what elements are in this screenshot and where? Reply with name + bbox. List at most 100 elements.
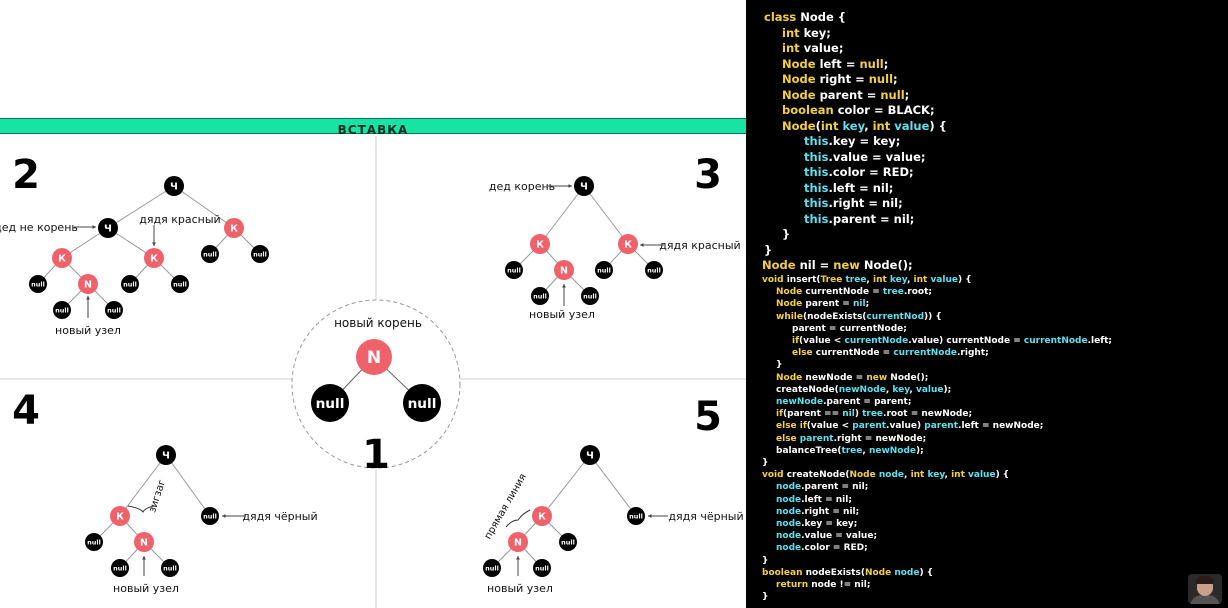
- panel2-arrow-uncle-head: [152, 242, 156, 246]
- code-line-class: this.key = key;: [804, 134, 900, 148]
- code-token: newNode =: [805, 372, 867, 383]
- code-token: node: [776, 494, 802, 505]
- code-token: Node: [800, 10, 834, 24]
- panel2-number: 2: [12, 152, 40, 198]
- code-token: .left = newNode;: [958, 421, 1044, 432]
- code-line-class: this.right = nil;: [804, 196, 903, 210]
- panel3-arrow-grandpa-head: [568, 184, 572, 188]
- code-token: .value): [886, 421, 925, 432]
- code-token: void: [762, 275, 787, 285]
- panel1-node-null-label: null: [408, 396, 437, 412]
- code-token: Node: [864, 567, 895, 578]
- code-panel: class Node {int key; int value; Node left …: [746, 0, 1228, 608]
- panel5-number: 5: [694, 394, 722, 440]
- code-line-class: boolean color = BLACK;: [782, 103, 935, 117]
- code-token: if: [776, 409, 784, 420]
- code-token: }: [764, 242, 773, 257]
- code-token: newNode: [868, 445, 917, 456]
- panel2-node-grandpa-label: Ч: [104, 223, 112, 234]
- code-token: .color = RED;: [801, 543, 868, 554]
- panel4-node-new-label: N: [140, 537, 148, 548]
- code-token: .key = key;: [801, 519, 858, 529]
- panel4-node-null: [85, 533, 103, 551]
- panel5-arrow-uncle-head: [648, 514, 652, 518]
- code-token: =: [862, 87, 881, 102]
- panel2-node-null: [29, 275, 47, 293]
- panel4-node-null: [161, 559, 179, 577]
- code-token: currentNode: [844, 336, 909, 346]
- code-token: currentNode =: [805, 287, 883, 298]
- code-token: Node: [782, 56, 820, 71]
- panel4-label-new: новый узел: [113, 582, 179, 595]
- panel2-node-null: [105, 301, 123, 319]
- code-token: {: [833, 10, 846, 24]
- code-line-method: node.key = key;: [776, 519, 857, 529]
- code-token: );: [916, 445, 924, 456]
- panel2-node-null-label: null: [31, 280, 45, 288]
- code-token: this: [804, 149, 829, 164]
- code-token: currentNode: [1023, 336, 1088, 346]
- code-token: value: [915, 384, 944, 395]
- code-token: .color = RED;: [828, 165, 914, 179]
- panel2-label-grandpa: дед не корень: [0, 221, 78, 234]
- code-token: parent = currentNode;: [792, 323, 907, 334]
- code-token: ) {: [929, 118, 947, 133]
- code-token: else if: [776, 421, 807, 432]
- panel2-node-red: [52, 248, 72, 268]
- code-token: boolean: [782, 103, 838, 117]
- code-token: .root = newNode;: [883, 409, 973, 420]
- code-line-method: Node currentNode = tree.root;: [776, 287, 932, 297]
- code-line-class: this.value = value;: [804, 150, 925, 164]
- code-line-class: Node nil = new Node();: [762, 258, 913, 272]
- code-token: Tree: [820, 275, 846, 285]
- panel1-number: 1: [362, 432, 390, 478]
- code-token: .root;: [903, 287, 932, 298]
- code-line-method: Node parent = nil;: [776, 299, 869, 309]
- panel2-edge: [107, 185, 175, 229]
- code-line-method: balanceTree(tree, newNode);: [776, 446, 924, 456]
- code-line-method: }: [762, 556, 768, 566]
- code-token: node: [776, 482, 802, 493]
- code-token: node: [776, 543, 802, 554]
- code-line-class: }: [764, 243, 772, 257]
- panel2-label-new: новый узел: [55, 324, 121, 337]
- code-token: tree: [882, 287, 904, 298]
- code-line-method: void createNode(Node node, int key, int …: [762, 470, 1009, 480]
- panel5-node-null: [533, 559, 551, 577]
- panel3-node-null: [505, 261, 523, 279]
- panel4-edge: [165, 454, 211, 517]
- code-line-class: Node left = null;: [782, 57, 888, 71]
- code-token: Node: [849, 470, 879, 481]
- code-line-method: if(value < currentNode.value) currentNod…: [792, 336, 1112, 346]
- code-token: key: [842, 118, 865, 133]
- code-token: tree: [862, 409, 884, 420]
- code-token: return: [776, 580, 812, 590]
- code-token: this: [804, 211, 829, 226]
- panel4-label-uncle: дядя чёрный: [242, 510, 317, 523]
- code-token: int: [782, 41, 804, 55]
- code-token: Node();: [890, 372, 929, 383]
- code-line-method: node.value = value;: [776, 531, 877, 541]
- code-token: parent: [852, 421, 887, 432]
- code-token: .left = nil;: [801, 494, 852, 505]
- panel3-edge: [539, 185, 585, 245]
- code-line-method: node.parent = nil;: [776, 482, 868, 492]
- panel3-node-grandpa: [574, 176, 594, 196]
- panel2-node-red: [224, 218, 244, 238]
- panel4-edge: [119, 454, 167, 517]
- code-token: nil: [852, 299, 866, 310]
- code-token: key: [892, 384, 910, 395]
- code-token: ,: [885, 384, 893, 395]
- code-line-method: parent = currentNode;: [792, 324, 907, 334]
- code-line-class: Node(int key, int value) {: [782, 119, 947, 133]
- panel4-node-red-label: К: [116, 511, 124, 522]
- code-token: node: [776, 506, 802, 517]
- panel2-node-red: [144, 248, 164, 268]
- panel3-label-new: новый узел: [529, 308, 595, 321]
- code-line-method: createNode(newNode, key, value);: [776, 385, 951, 395]
- presenter-avatar: [1188, 574, 1222, 604]
- code-line-method: node.right = nil;: [776, 507, 859, 517]
- code-line-class: Node right = null;: [782, 72, 898, 86]
- code-token: ,: [904, 470, 911, 481]
